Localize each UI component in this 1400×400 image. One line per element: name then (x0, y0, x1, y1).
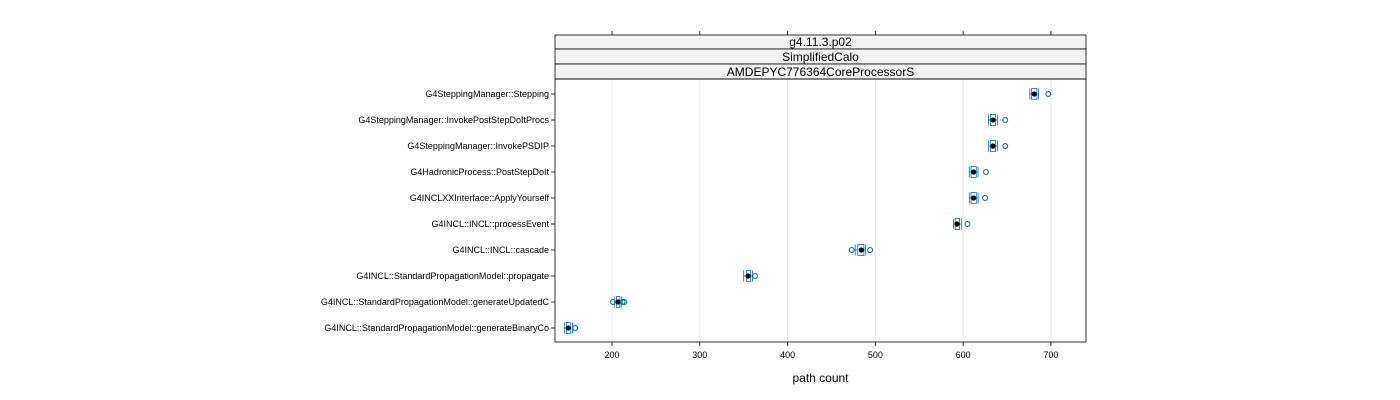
median-dot (615, 299, 621, 305)
category-label-1: G4SteppingManager::Stepping (425, 89, 549, 99)
category-label-7: G4INCL::INCL::cascade (452, 245, 549, 255)
box-row-3 (988, 140, 1009, 152)
x-tick-label-500: 500 (868, 350, 883, 360)
outlier-point (867, 247, 874, 253)
box-iqr (989, 140, 996, 152)
box-iqr (970, 166, 977, 178)
x-tick-label-400: 400 (780, 350, 795, 360)
outlier-point (964, 221, 971, 227)
x-tick-label-600: 600 (956, 350, 971, 360)
x-axis-ticks: 200 300 400 500 600 700 (551, 31, 1058, 360)
outlier-point (982, 195, 989, 201)
outlier-point (752, 273, 759, 279)
category-label-5: G4INCLXXInterface::ApplyYourself (410, 193, 550, 203)
outlier-point (621, 299, 628, 305)
outlier-point (572, 325, 579, 331)
outlier-point (1045, 91, 1052, 97)
grid-lines (611, 79, 1052, 342)
box-row-4 (968, 166, 989, 178)
box-row-9 (609, 296, 628, 308)
strip-1-label: g4.11.3.p02 (789, 35, 852, 49)
box-row-6 (953, 218, 971, 230)
outlier-point (1002, 117, 1009, 123)
x-tick-label-200: 200 (605, 350, 620, 360)
category-labels: G4SteppingManager::SteppingG4SteppingMan… (321, 89, 550, 333)
box-iqr (1031, 88, 1038, 100)
category-label-6: G4INCL::INCL::processEvent (431, 219, 549, 229)
median-dot (1031, 91, 1037, 97)
category-label-4: G4HadronicProcess::PostStepDoIt (410, 167, 549, 177)
x-tick-label-700: 700 (1043, 350, 1058, 360)
box-row-10 (564, 322, 579, 334)
median-dot (858, 247, 864, 253)
strip-3-label: AMDEPYC776364CoreProcessorS (727, 65, 914, 79)
x-axis-title: path count (792, 371, 849, 385)
box-row-5 (968, 192, 989, 204)
outlier-point (1002, 143, 1009, 149)
box-row-7 (848, 244, 874, 256)
box-iqr (970, 192, 977, 204)
outlier-point (619, 299, 626, 305)
median-dot (990, 117, 996, 123)
box-row-8 (743, 270, 759, 282)
box-marks (564, 88, 1052, 334)
strip-2-label: SimplifiedCalo (782, 50, 859, 64)
x-tick-label-300: 300 (692, 350, 707, 360)
median-dot (971, 195, 977, 201)
outlier-point (848, 247, 855, 253)
box-iqr (989, 114, 996, 126)
category-label-8: G4INCL::StandardPropagationModel::propag… (356, 271, 549, 281)
category-label-10: G4INCL::StandardPropagationModel::genera… (324, 323, 549, 333)
category-label-3: G4SteppingManager::InvokePSDIP (407, 141, 549, 151)
box-row-1 (1029, 88, 1052, 100)
median-dot (954, 221, 960, 227)
category-label-9: G4INCL::StandardPropagationModel::genera… (321, 297, 550, 307)
box-iqr (857, 244, 865, 256)
median-dot (565, 325, 571, 331)
median-dot (745, 273, 751, 279)
box-row-2 (988, 114, 1009, 126)
panel-strips: g4.11.3.p02 SimplifiedCalo AMDEPYC776364… (554, 34, 1087, 80)
median-dot (990, 143, 996, 149)
outlier-point (609, 299, 616, 305)
outlier-point (982, 169, 989, 175)
category-label-2: G4SteppingManager::InvokePostStepDoItPro… (358, 115, 549, 125)
panel-border (554, 78, 1087, 343)
median-dot (971, 169, 977, 175)
